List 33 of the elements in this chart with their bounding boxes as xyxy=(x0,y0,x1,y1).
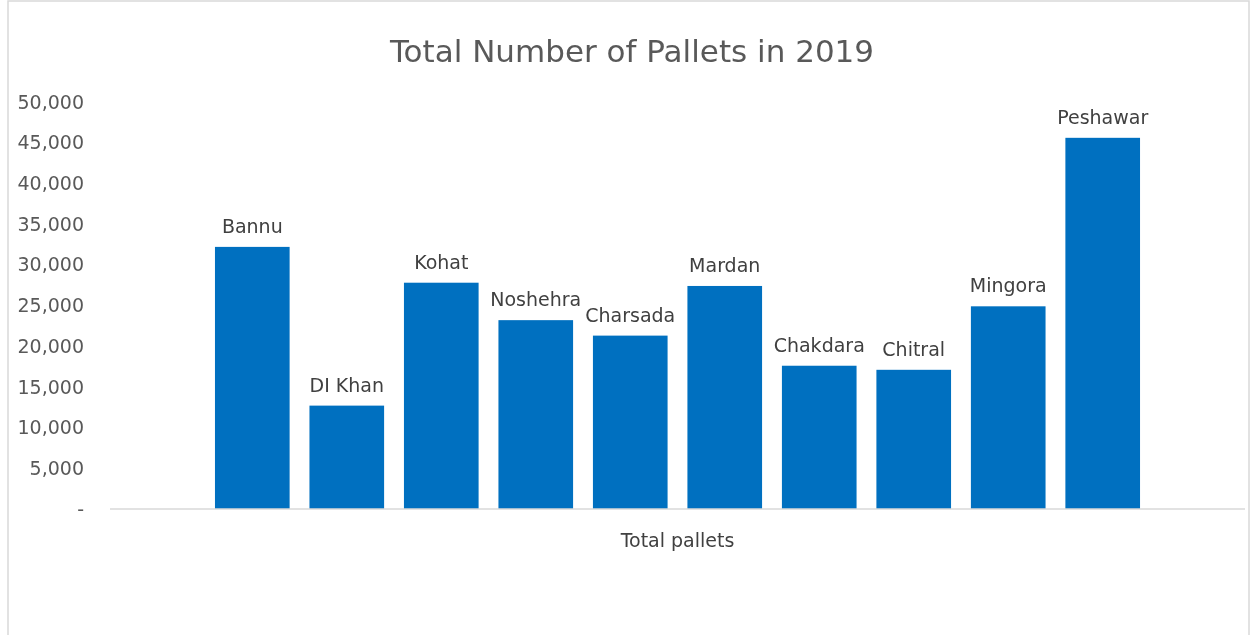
y-tick-label: 30,000 xyxy=(17,253,84,276)
bar xyxy=(970,306,1046,509)
y-tick-label: 10,000 xyxy=(17,416,84,439)
bar xyxy=(592,335,668,509)
series-label: Mardan xyxy=(689,253,761,276)
chart-title: Total Number of Pallets in 2019 xyxy=(388,33,875,69)
y-tick-label: 35,000 xyxy=(17,212,84,235)
series-label: Peshawar xyxy=(1057,105,1149,128)
bar xyxy=(498,320,574,509)
series-label: Bannu xyxy=(221,214,283,237)
series-label: DI Khan xyxy=(309,373,385,396)
y-tick-label: 40,000 xyxy=(17,172,84,195)
x-tick-label: Total pallets xyxy=(619,529,735,551)
bar xyxy=(687,285,763,509)
series-label: Charsada xyxy=(585,303,676,326)
series-label: Kohat xyxy=(414,250,469,273)
series-label: Noshehra xyxy=(490,288,582,311)
y-tick-label: 20,000 xyxy=(17,334,84,357)
y-tick-label: 15,000 xyxy=(17,375,84,398)
series-label: Chitral xyxy=(882,337,946,360)
bar xyxy=(403,282,479,509)
y-tick-label: 5,000 xyxy=(29,456,84,479)
bar xyxy=(781,365,857,509)
y-tick-label: 50,000 xyxy=(17,90,84,113)
bar xyxy=(1065,137,1141,509)
bar xyxy=(214,246,290,509)
bar xyxy=(309,405,385,509)
series-label: Chakdara xyxy=(773,333,865,356)
series-label: Mingora xyxy=(969,274,1047,297)
y-tick-label: 25,000 xyxy=(17,294,84,317)
bar xyxy=(876,369,952,509)
y-tick-label: 45,000 xyxy=(17,131,84,154)
y-tick-label: - xyxy=(77,497,84,520)
